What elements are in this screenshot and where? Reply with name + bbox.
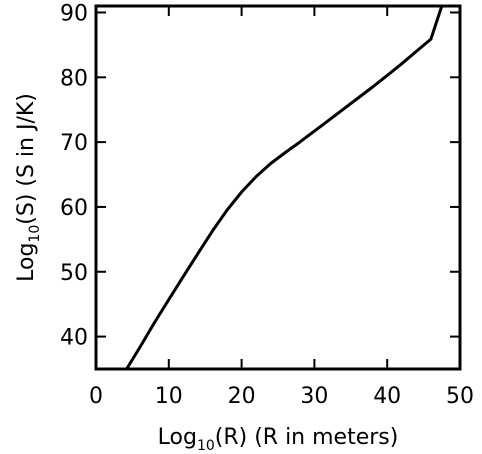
plot-frame <box>94 4 462 371</box>
series-line-0 <box>125 5 444 370</box>
y-axis-label: Log10(S) (S in J/K) <box>14 93 43 282</box>
x-axis-label-post: (R) (R in meters) <box>215 425 399 450</box>
y-axis-label-post: (S) (S in J/K) <box>14 93 39 225</box>
x-tick-label: 20 <box>228 384 256 409</box>
y-tick-label: 70 <box>60 131 88 156</box>
x-tick-label: 50 <box>446 384 474 409</box>
x-ticks: 0 10 20 30 40 50 <box>89 6 474 409</box>
y-axis-label-pre: Log <box>14 243 39 282</box>
y-tick-label: 50 <box>60 261 88 286</box>
y-tick-label: 60 <box>60 196 88 221</box>
x-axis-label: Log10(R) (R in meters) <box>158 425 399 454</box>
x-tick-label: 0 <box>89 384 103 409</box>
x-tick-label: 40 <box>373 384 401 409</box>
y-tick-label: 90 <box>60 1 88 26</box>
y-axis-label-sub: 10 <box>27 225 43 243</box>
x-tick-label: 30 <box>300 384 328 409</box>
x-axis-label-sub: 10 <box>197 438 215 454</box>
y-tick-label: 80 <box>60 66 88 91</box>
y-tick-label: 40 <box>60 326 88 351</box>
x-tick-label: 10 <box>155 384 183 409</box>
y-ticks: 40 50 60 70 80 90 <box>60 1 460 351</box>
x-axis-label-pre: Log <box>158 425 197 450</box>
